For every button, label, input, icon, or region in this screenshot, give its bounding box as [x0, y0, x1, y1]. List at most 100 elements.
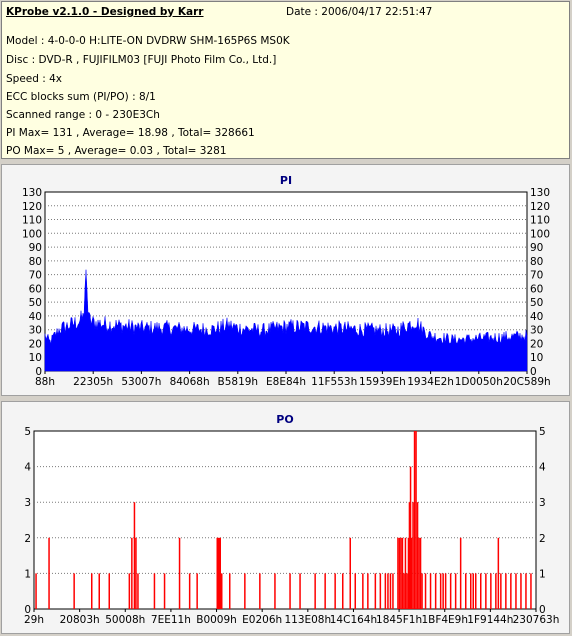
x-tick-label: 1D0050h — [455, 376, 503, 388]
po-bar — [137, 573, 139, 609]
y-tick-label-right: 90 — [530, 242, 543, 254]
y-tick-label-left: 0 — [35, 366, 42, 378]
y-tick-label-left: 4 — [24, 462, 31, 474]
po-chart-panel: PO 0 0 1 1 2 2 3 3 4 4 5 5 29h 20803h 50008h 7EE11h B0009… — [1, 401, 570, 634]
y-tick-label-right: 0 — [539, 604, 546, 616]
y-tick-label-right: 5 — [539, 426, 546, 438]
x-tick-label: 88h — [35, 376, 55, 388]
y-tick-label-right: 100 — [530, 228, 550, 240]
po-bar — [216, 537, 218, 609]
y-tick-label-left: 40 — [29, 311, 42, 323]
po-bar — [409, 466, 412, 609]
po-bar — [133, 502, 136, 609]
x-tick-label: 113E08h — [284, 614, 331, 626]
po-bar — [410, 537, 413, 609]
x-tick-label: 15939Eh — [359, 376, 406, 388]
po-bar — [387, 573, 389, 609]
po-bar — [384, 573, 387, 609]
po-bar — [73, 573, 75, 609]
y-tick-label-left: 60 — [29, 283, 42, 295]
y-tick-label-right: 4 — [539, 462, 546, 474]
po-bar — [497, 537, 500, 609]
y-tick-label-left: 1 — [24, 568, 31, 580]
po-bar — [259, 573, 261, 609]
po-bar — [505, 573, 507, 609]
x-tick-label: 230763h — [513, 614, 560, 626]
y-tick-label-left: 0 — [24, 604, 31, 616]
po-bar — [289, 573, 291, 609]
x-tick-label: 1845F1h — [376, 614, 422, 626]
po-bar — [530, 573, 532, 609]
x-tick-label: 11F553h — [311, 376, 357, 388]
po-bar — [91, 573, 93, 609]
x-tick-label: 29h — [24, 614, 44, 626]
po-bar — [472, 573, 474, 609]
po-bar — [196, 573, 198, 609]
y-tick-label-left: 2 — [24, 533, 31, 545]
po-bar — [480, 573, 482, 609]
pi-series-area — [44, 269, 528, 372]
y-tick-label-right: 2 — [539, 533, 546, 545]
po-bar — [221, 573, 223, 609]
x-tick-label: 1F9144h — [467, 614, 513, 626]
y-tick-label-left: 80 — [29, 256, 42, 268]
po-bar — [400, 537, 402, 609]
range-line: Scanned range : 0 - 230E3Ch — [6, 109, 160, 121]
po-bar — [495, 573, 497, 609]
po-bar — [419, 537, 422, 609]
y-tick-label-right: 30 — [530, 325, 543, 337]
po-bar — [439, 573, 442, 609]
pi-chart-panel: PI 0 0 10 10 20 20 30 30 40 40 50 50 60 60 70 70 80 80 90 90… — [1, 164, 570, 396]
x-tick-label: 84068h — [170, 376, 210, 388]
x-tick-label: E0206h — [242, 614, 282, 626]
po-bar — [424, 573, 427, 609]
po-bar — [362, 573, 364, 609]
po-bar — [454, 573, 457, 609]
pi-stats-line: PI Max= 131 , Average= 18.98 , Total= 32… — [6, 127, 255, 139]
y-tick-label-left: 120 — [22, 201, 42, 213]
po-bar — [349, 537, 351, 609]
disc-line: Disc : DVD-R , FUJIFILM03 [FUJI Photo Fi… — [6, 54, 277, 66]
po-bar — [128, 573, 131, 609]
po-bar — [299, 573, 301, 609]
x-tick-label: E8E84h — [266, 376, 306, 388]
po-bar — [367, 573, 369, 609]
y-tick-label-right: 50 — [530, 297, 543, 309]
y-tick-label-right: 3 — [539, 497, 546, 509]
x-tick-label: 7EE11h — [151, 614, 191, 626]
x-tick-label: 22305h — [73, 376, 113, 388]
po-bar — [465, 573, 467, 609]
po-bar — [135, 537, 137, 609]
po-bar — [188, 573, 191, 609]
po-bar — [131, 537, 133, 609]
po-bar — [397, 537, 399, 609]
po-bar — [342, 573, 344, 609]
po-bar — [229, 573, 231, 609]
model-line: Model : 4-0-0-0 H:LITE-ON DVDRW SHM-165P… — [6, 35, 290, 47]
po-bar — [525, 573, 527, 609]
po-bar — [485, 573, 487, 609]
plot-area — [33, 430, 537, 610]
y-tick-label-left: 5 — [24, 426, 31, 438]
x-tick-label: 50008h — [105, 614, 145, 626]
po-bar — [449, 573, 452, 609]
po-bar — [459, 537, 462, 609]
y-tick-label-left: 110 — [22, 215, 42, 227]
po-bar — [389, 573, 392, 609]
ecc-line: ECC blocks sum (PI/PO) : 8/1 — [6, 91, 156, 103]
po-bar — [392, 573, 394, 609]
scan-date: Date : 2006/04/17 22:51:47 — [286, 6, 433, 18]
po-bar — [404, 537, 407, 609]
po-bar — [354, 573, 356, 609]
x-tick-label: 20803h — [60, 614, 100, 626]
po-bar — [442, 573, 444, 609]
y-tick-label-right: 1 — [539, 568, 546, 580]
po-bar — [274, 573, 276, 609]
po-bar — [434, 573, 437, 609]
y-tick-label-left: 10 — [29, 352, 42, 364]
po-bar — [48, 537, 50, 609]
y-tick-label-left: 90 — [29, 242, 42, 254]
y-tick-label-right: 20 — [530, 338, 543, 350]
po-bar — [520, 573, 522, 609]
po-stats-line: PO Max= 5 , Average= 0.03 , Total= 3281 — [6, 145, 227, 157]
